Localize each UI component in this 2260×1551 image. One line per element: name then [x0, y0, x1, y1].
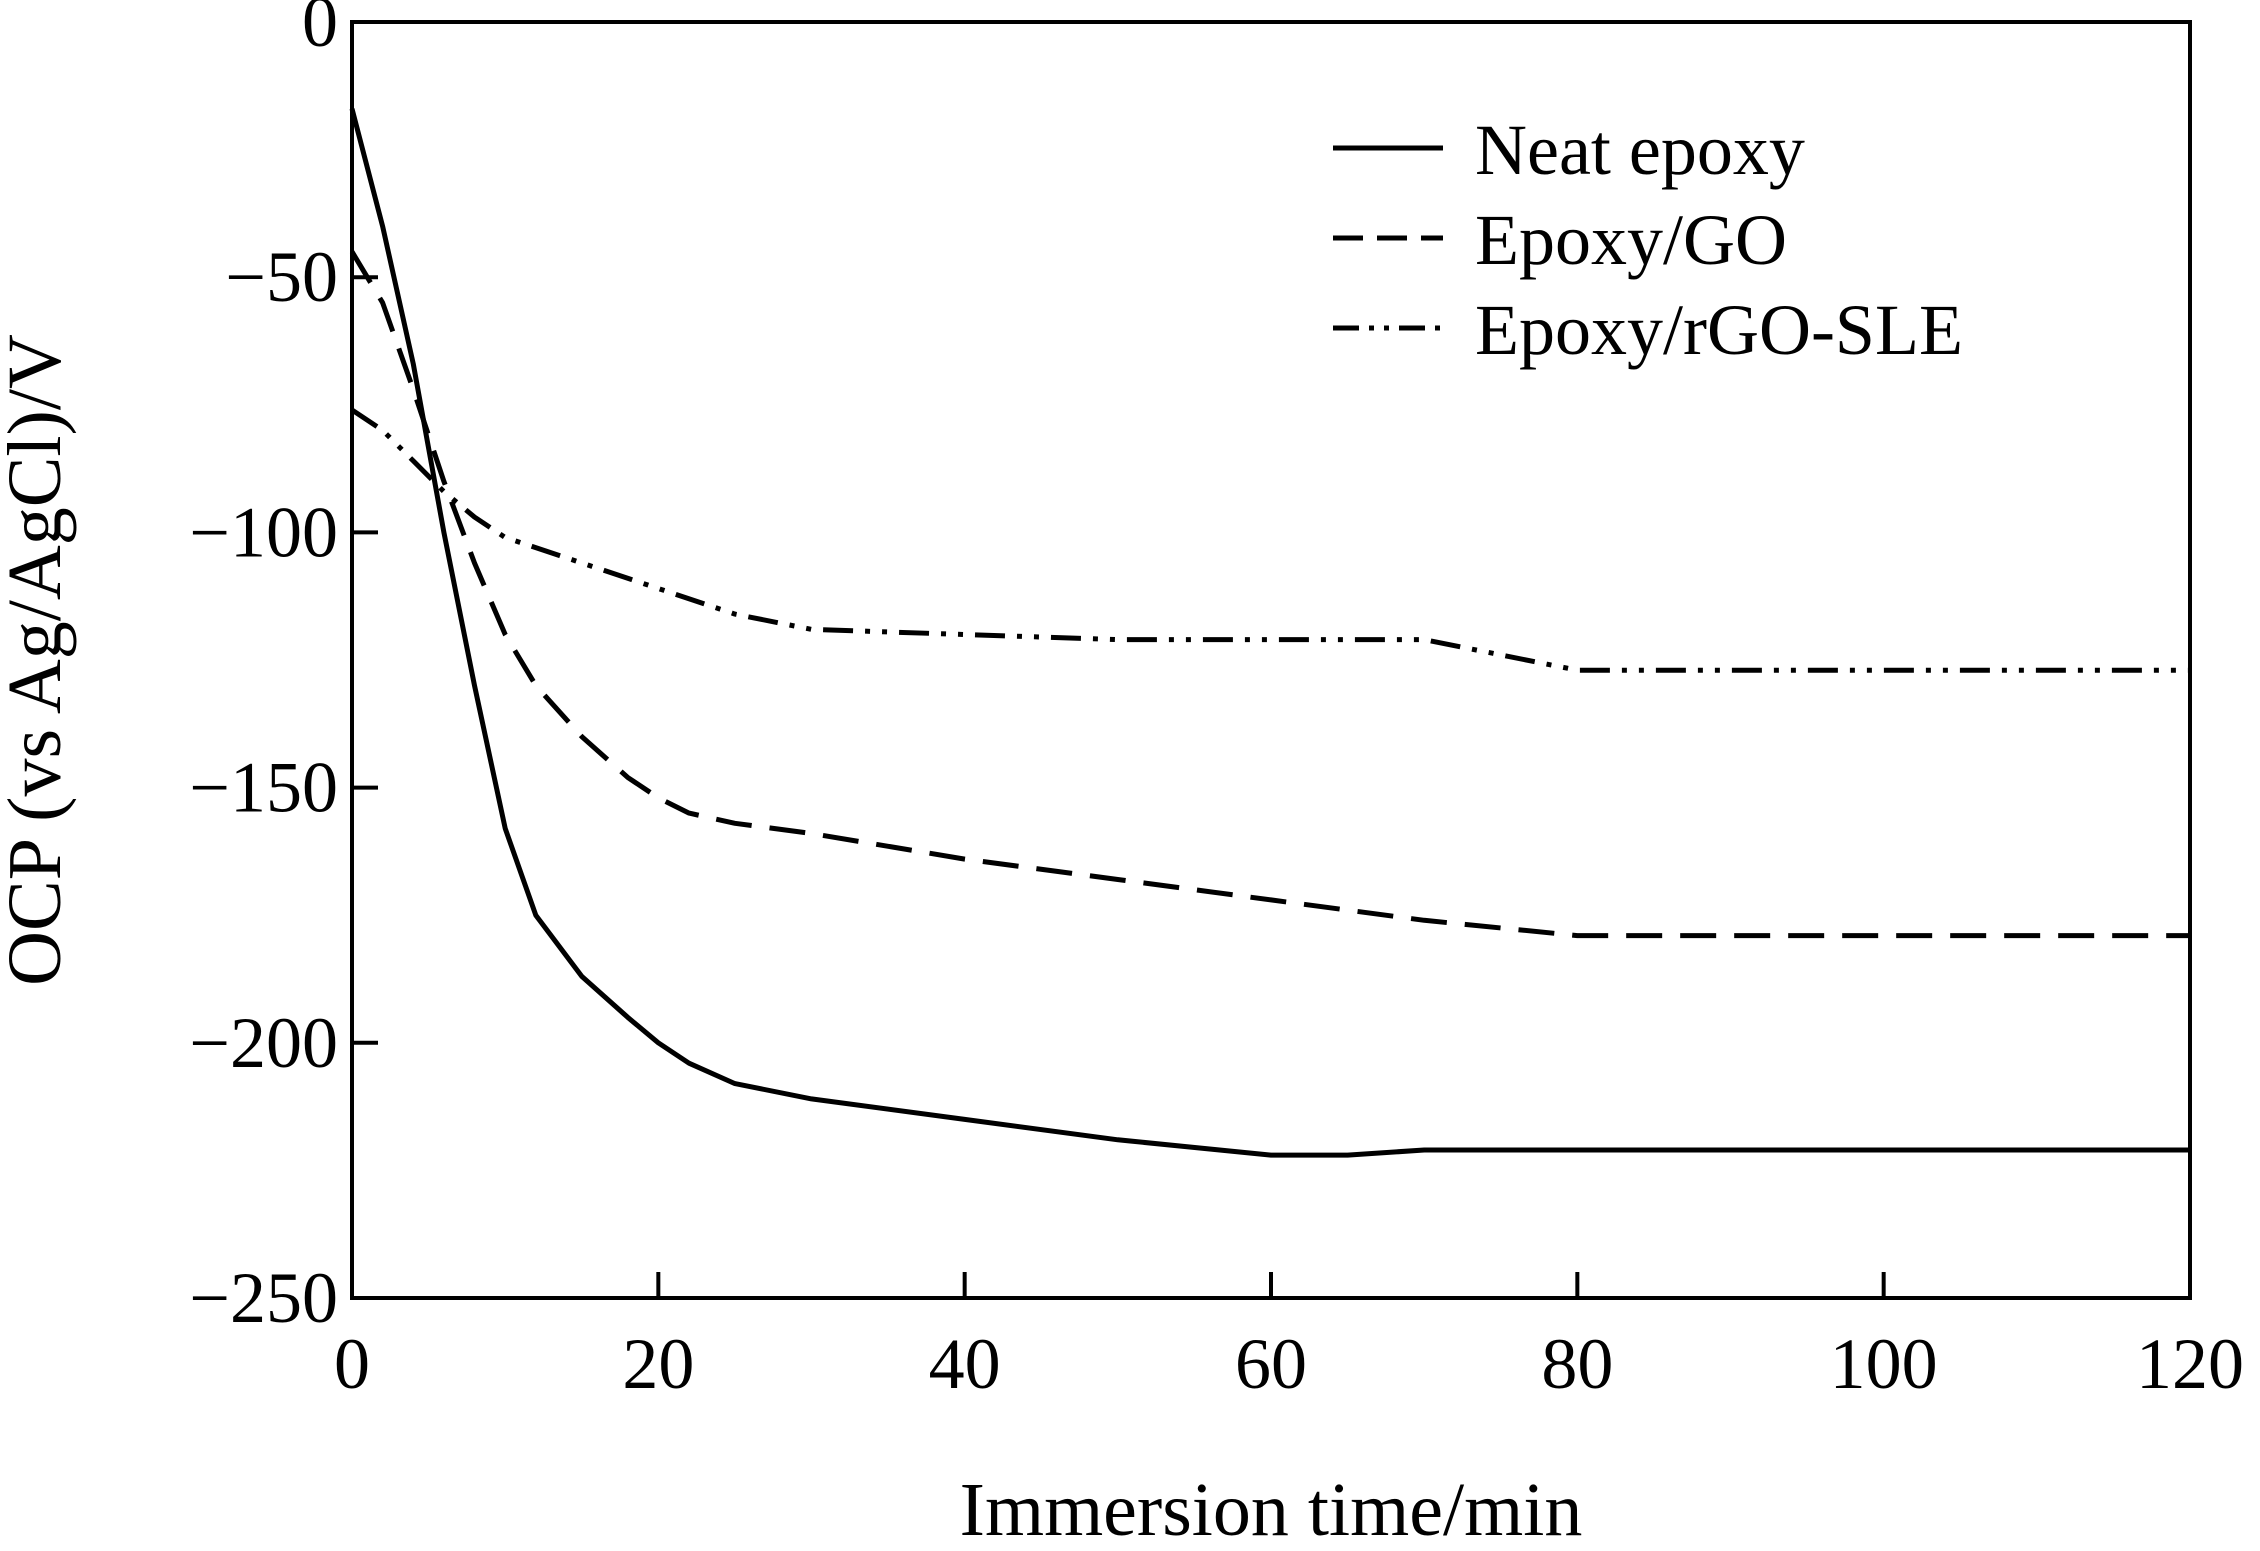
- y-tick-label: −50: [225, 237, 338, 317]
- legend-label-1: Neat epoxy: [1475, 110, 1805, 190]
- x-tick-label: 80: [1541, 1324, 1613, 1404]
- y-axis-title: OCP (vs Ag/AgCl)/V: [0, 334, 77, 986]
- x-tick-label: 120: [2136, 1324, 2244, 1404]
- y-tick-label: −200: [189, 1003, 338, 1083]
- series-line-2: [349, 250, 2190, 939]
- x-tick-label: 40: [929, 1324, 1001, 1404]
- y-tick-labels: 0 −50 −100 −150 −200 −250: [189, 0, 338, 1338]
- y-tick-label: −150: [189, 748, 338, 828]
- x-tick-label: 60: [1235, 1324, 1307, 1404]
- x-tick-label: 0: [334, 1324, 370, 1404]
- y-tick-label: −100: [189, 492, 338, 572]
- legend-label-2: Epoxy/GO: [1475, 200, 1787, 280]
- legend-label-3: Epoxy/rGO-SLE: [1475, 290, 1963, 370]
- x-tick-label: 100: [1830, 1324, 1938, 1404]
- series-lines: [349, 108, 2190, 1158]
- axis-ticks: [350, 20, 2192, 1300]
- plot-frame: [350, 20, 2192, 1300]
- x-axis-title: Immersion time/min: [960, 1468, 1583, 1551]
- x-tick-label: 20: [622, 1324, 694, 1404]
- series-line-3: [350, 407, 2190, 673]
- y-tick-label: −250: [189, 1258, 338, 1338]
- series-line-1: [349, 108, 2190, 1158]
- legend: Neat epoxy Epoxy/GO Epoxy/rGO-SLE: [1333, 110, 1963, 370]
- x-tick-labels: 0 20 40 60 80 100 120: [334, 1324, 2244, 1404]
- y-tick-label: 0: [302, 0, 338, 62]
